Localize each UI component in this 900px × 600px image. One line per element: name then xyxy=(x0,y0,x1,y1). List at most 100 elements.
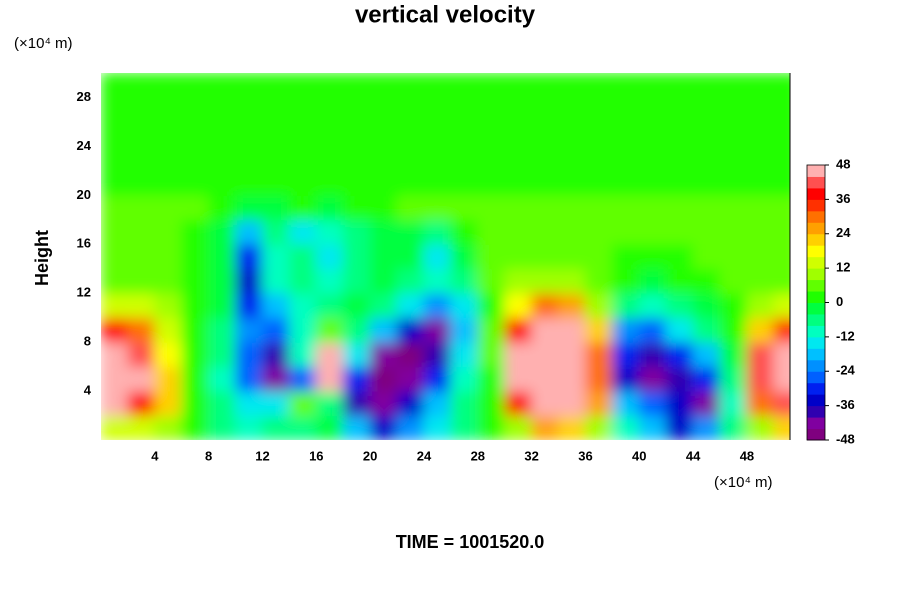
cell xyxy=(584,121,613,147)
cell xyxy=(719,317,748,343)
cell xyxy=(154,121,183,147)
cell xyxy=(719,390,748,417)
cell xyxy=(477,341,506,368)
cell xyxy=(396,194,425,221)
colorbar-tick-label: -36 xyxy=(836,397,855,412)
cell xyxy=(261,96,290,123)
cell xyxy=(531,219,560,245)
cell xyxy=(154,390,183,417)
cell xyxy=(101,292,129,319)
cell xyxy=(477,366,506,392)
cell xyxy=(261,268,290,294)
cell xyxy=(288,73,317,98)
cell xyxy=(315,194,344,221)
cell xyxy=(504,292,533,319)
cell xyxy=(746,96,775,123)
cell xyxy=(746,73,775,98)
cell xyxy=(719,243,748,270)
colorbar-tick-label: 12 xyxy=(836,260,850,275)
cell xyxy=(477,292,506,319)
x-tick-label: 28 xyxy=(471,448,485,463)
color-band xyxy=(807,348,825,361)
cell xyxy=(154,415,183,440)
cell xyxy=(261,366,290,392)
y-unit: (×10⁴ m) xyxy=(14,35,73,52)
cell xyxy=(315,317,344,343)
cell xyxy=(235,243,263,270)
cell xyxy=(127,366,156,392)
cell xyxy=(342,243,371,270)
cell xyxy=(504,268,533,294)
cell xyxy=(558,341,586,368)
cell xyxy=(101,243,129,270)
cell xyxy=(342,121,371,147)
cell xyxy=(773,341,790,368)
cell xyxy=(611,194,640,221)
cell xyxy=(611,121,640,147)
cell xyxy=(208,219,237,245)
cell xyxy=(208,317,237,343)
cell xyxy=(746,170,775,196)
cell xyxy=(746,243,775,270)
cell xyxy=(369,292,398,319)
cell xyxy=(342,73,371,98)
cell xyxy=(692,121,721,147)
cell xyxy=(315,219,344,245)
cell xyxy=(127,121,156,147)
cell xyxy=(531,268,560,294)
cell xyxy=(208,415,237,440)
cell xyxy=(396,390,425,417)
cell xyxy=(450,390,479,417)
cell xyxy=(101,121,129,147)
cell xyxy=(154,366,183,392)
cell xyxy=(719,121,748,147)
cell xyxy=(101,390,129,417)
cell xyxy=(342,390,371,417)
cell xyxy=(477,415,506,440)
cell xyxy=(315,292,344,319)
cell xyxy=(584,317,613,343)
x-tick-label: 24 xyxy=(417,448,432,463)
cell xyxy=(423,292,452,319)
cell xyxy=(692,170,721,196)
x-unit: (×10⁴ m) xyxy=(714,474,773,491)
cell xyxy=(261,243,290,270)
cell xyxy=(450,243,479,270)
color-band xyxy=(807,405,825,418)
y-tick-label: 28 xyxy=(77,89,91,104)
cell xyxy=(181,366,210,392)
y-tick-label: 4 xyxy=(84,383,92,398)
cells xyxy=(101,73,790,440)
cell xyxy=(504,366,533,392)
cell xyxy=(450,366,479,392)
cell xyxy=(235,73,263,98)
color-band xyxy=(807,222,825,235)
cell xyxy=(342,292,371,319)
cell xyxy=(584,96,613,123)
cell xyxy=(665,73,694,98)
cell xyxy=(101,317,129,343)
x-tick-label: 8 xyxy=(205,448,212,463)
cell xyxy=(154,145,183,172)
color-band xyxy=(807,187,825,200)
cell xyxy=(638,170,667,196)
cell xyxy=(665,145,694,172)
cell xyxy=(369,96,398,123)
cell xyxy=(558,170,586,196)
cell xyxy=(342,219,371,245)
cell xyxy=(692,145,721,172)
cell xyxy=(746,145,775,172)
cell xyxy=(315,415,344,440)
cell xyxy=(584,194,613,221)
cell xyxy=(423,366,452,392)
cell xyxy=(396,170,425,196)
cell xyxy=(477,219,506,245)
cell xyxy=(154,317,183,343)
cell xyxy=(288,219,317,245)
color-band xyxy=(807,371,825,384)
cell xyxy=(288,96,317,123)
cell xyxy=(288,268,317,294)
cell xyxy=(208,390,237,417)
colorbar-tick-label: 24 xyxy=(836,225,851,240)
color-band xyxy=(807,313,825,326)
